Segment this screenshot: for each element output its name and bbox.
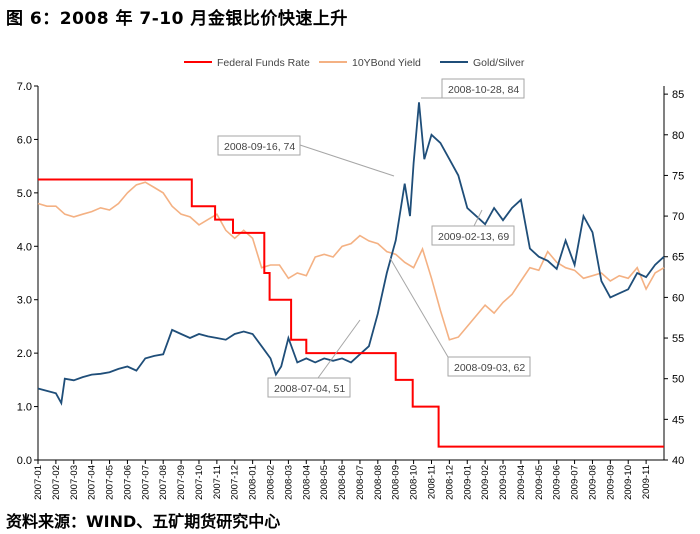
source-note: 资料来源：WIND、五矿期货研究中心 [6,512,281,531]
annotation-2009-02-13: 2009-02-13, 69 [431,209,515,246]
right-tick-label: 85 [672,89,684,101]
x-tick-label: 2007-04 [87,465,98,500]
x-tick-label: 2008-03 [283,465,294,500]
x-tick-label: 2007-07 [140,465,151,500]
left-tick-label: 4.0 [17,241,32,253]
x-tick-label: 2008-06 [337,465,348,500]
annotation-2008-10-28: 2008-10-28, 84 [421,78,525,99]
right-tick-label: 75 [672,170,684,182]
annotation-2008-07-04: 2008-07-04, 51 [267,319,361,398]
right-tick-label: 55 [672,333,684,345]
figure-title: 图 6：2008 年 7-10 月金银比价快速上升 [6,9,348,29]
left-tick-label: 6.0 [17,134,32,146]
x-tick-label: 2009-05 [534,465,545,500]
right-tick-label: 70 [672,211,684,223]
legend-bond-label: 10YBond Yield [352,57,421,69]
right-tick-label: 65 [672,252,684,264]
fed-funds-line [38,178,664,448]
x-axis-ticks: 2007-01 2007-02 2007-03 2007-04 2007-05 2007-… [33,460,652,500]
annotation-2008-09-03: 2008-09-03, 62 [389,257,531,377]
annotation-box [431,225,515,246]
x-tick-label: 2009-11 [641,465,652,499]
right-tick-label: 40 [672,455,684,467]
left-tick-label: 2.0 [17,348,32,360]
annotation-label: 2008-09-03, 62 [454,362,525,374]
left-tick-label: 1.0 [17,402,32,414]
legend: Federal Funds Rate 10YBond Yield Gold/Si… [184,57,525,69]
x-tick-label: 2009-10 [623,465,634,500]
left-tick-label: 5.0 [17,188,32,200]
left-tick-label: 0.0 [17,455,32,467]
x-tick-label: 2007-01 [33,465,44,500]
x-tick-label: 2008-02 [266,465,277,500]
annotation-leader [299,144,395,177]
x-tick-label: 2008-12 [444,465,455,500]
annotation-leader [389,257,449,358]
right-tick-label: 80 [672,130,684,142]
x-tick-label: 2009-02 [480,465,491,500]
annotation-leader [317,319,361,379]
annotation-label: 2008-09-16, 74 [224,141,295,153]
annotation-label: 2008-07-04, 51 [274,383,345,395]
annotation-box [447,356,531,377]
x-tick-label: 2009-03 [498,465,509,500]
annotation-leader [473,209,483,227]
x-tick-label: 2007-08 [158,465,169,500]
x-tick-label: 2009-08 [587,465,598,500]
x-tick-label: 2007-09 [176,465,187,500]
bond-yield-line [37,181,665,341]
annotation-box [217,135,301,156]
x-tick-label: 2009-06 [552,465,563,500]
x-tick-label: 2008-09 [391,465,402,500]
x-tick-label: 2007-10 [194,465,205,500]
x-tick-label: 2008-01 [248,465,259,500]
right-tick-label: 45 [672,414,684,426]
x-tick-label: 2008-04 [301,465,312,500]
gold-silver-line [37,102,665,406]
annotation-label: 2009-02-13, 69 [438,231,509,243]
x-tick-label: 2009-07 [570,465,581,500]
x-tick-label: 2009-01 [462,465,473,500]
x-tick-label: 2007-06 [122,465,133,500]
annotation-box [267,377,351,398]
x-tick-label: 2007-12 [230,465,241,500]
annotation-2008-09-16: 2008-09-16, 74 [217,135,395,177]
x-tick-label: 2008-08 [373,465,384,500]
annotation-label: 2008-10-28, 84 [448,84,519,96]
x-tick-label: 2009-04 [516,465,527,500]
x-tick-label: 2008-05 [319,465,330,500]
right-axis-ticks: 40 45 50 55 60 65 70 75 80 85 [664,89,684,467]
x-tick-label: 2007-11 [212,465,223,499]
legend-gs-label: Gold/Silver [473,57,525,69]
right-tick-label: 50 [672,374,684,386]
x-tick-label: 2007-03 [69,465,80,500]
x-tick-label: 2007-05 [105,465,116,500]
left-axis-ticks: 0.0 1.0 2.0 3.0 4.0 5.0 6.0 7.0 [17,81,38,467]
left-tick-label: 7.0 [17,81,32,93]
x-tick-label: 2008-07 [355,465,366,500]
right-tick-label: 60 [672,292,684,304]
left-tick-label: 3.0 [17,295,32,307]
x-tick-label: 2007-02 [51,465,62,500]
x-tick-label: 2009-09 [605,465,616,500]
legend-fed-label: Federal Funds Rate [217,57,310,69]
x-tick-label: 2008-10 [409,465,420,500]
x-tick-label: 2008-11 [426,465,437,499]
annotation-box [441,78,525,99]
